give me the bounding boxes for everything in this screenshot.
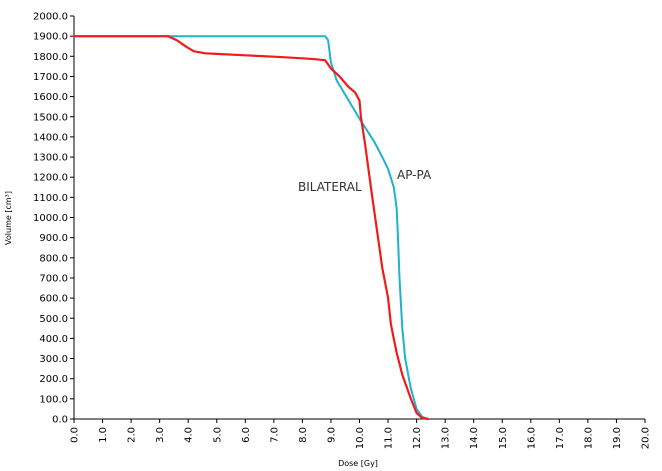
series-group [72, 35, 430, 421]
y-tick-label: 1900.0 [33, 32, 68, 43]
x-tick-label: 0.0 [70, 427, 81, 443]
y-tick-label: 1300.0 [33, 153, 68, 164]
x-tick-label: 10.0 [355, 427, 366, 449]
y-tick-label: 900.0 [39, 233, 68, 244]
x-axis-ticks: 0.0 1.0 2.0 3.0 4.0 5.0 6.0 7.0 8.0 9.0 10.0 11.0 12… [70, 419, 652, 449]
x-tick-label: 8.0 [298, 427, 309, 443]
y-tick-label: 1100.0 [33, 193, 68, 204]
y-tick-label: 1000.0 [33, 213, 68, 224]
y-tick-label: 600.0 [39, 294, 68, 305]
x-tick-label: 3.0 [155, 427, 166, 443]
y-tick-label: 1500.0 [33, 112, 68, 123]
x-tick-label: 1.0 [98, 427, 109, 443]
y-tick-label: 1600.0 [33, 92, 68, 103]
y-axis-ticks: 0.0 100.0 200.0 300.0 400.0 500.0 600.0 700.0 80… [33, 12, 74, 426]
x-tick-label: 2.0 [127, 427, 138, 443]
x-tick-label: 19.0 [612, 427, 623, 449]
y-tick-label: 300.0 [39, 354, 68, 365]
series-label-bilateral: BILATERAL [298, 180, 362, 194]
y-tick-label: 200.0 [39, 374, 68, 385]
y-tick-label: 1400.0 [33, 132, 68, 143]
x-tick-label: 11.0 [384, 427, 395, 449]
y-tick-label: 0.0 [52, 415, 68, 426]
series-label-ap-pa: AP-PA [397, 168, 432, 182]
x-axis-title: Dose [Gy] [338, 459, 378, 468]
series-line-bilateral [72, 35, 430, 421]
x-tick-label: 12.0 [412, 427, 423, 449]
y-tick-label: 1800.0 [33, 52, 68, 63]
y-axis-title: Volume [cm³] [4, 191, 13, 245]
x-tick-label: 20.0 [641, 427, 652, 449]
y-tick-label: 1200.0 [33, 173, 68, 184]
x-tick-label: 6.0 [241, 427, 252, 443]
x-tick-label: 16.0 [526, 427, 537, 449]
y-tick-label: 800.0 [39, 253, 68, 264]
y-tick-label: 2000.0 [33, 12, 68, 23]
y-tick-label: 400.0 [39, 334, 68, 345]
y-tick-label: 700.0 [39, 273, 68, 284]
x-tick-label: 5.0 [212, 427, 223, 443]
x-tick-label: 4.0 [184, 427, 195, 443]
x-tick-label: 18.0 [583, 427, 594, 449]
x-tick-label: 17.0 [555, 427, 566, 449]
y-tick-label: 100.0 [39, 394, 68, 405]
x-tick-label: 13.0 [441, 427, 452, 449]
y-tick-label: 500.0 [39, 314, 68, 325]
x-tick-label: 7.0 [269, 427, 280, 443]
x-tick-label: 14.0 [469, 427, 480, 449]
x-tick-label: 9.0 [326, 427, 337, 443]
y-tick-label: 1700.0 [33, 72, 68, 83]
series-line-ap-pa [73, 35, 429, 420]
x-tick-label: 15.0 [498, 427, 509, 449]
